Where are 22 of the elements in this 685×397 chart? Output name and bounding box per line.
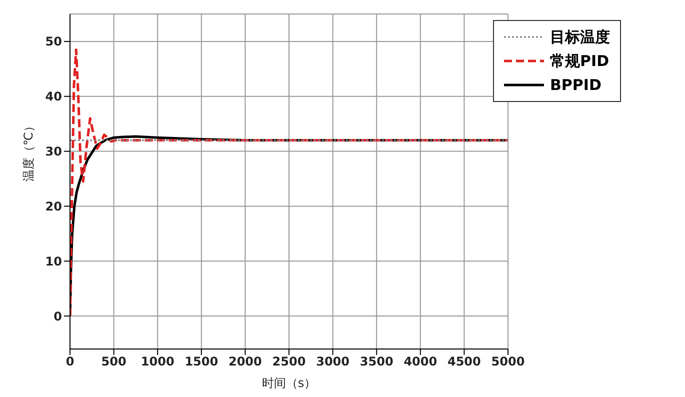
y-tick-label: 20	[45, 199, 62, 214]
x-tick-label: 2000	[228, 354, 262, 369]
y-tick-label: 50	[45, 34, 62, 49]
x-tick-label: 3500	[360, 354, 394, 369]
x-axis-title: 时间（s）	[262, 376, 316, 390]
y-tick-label: 0	[54, 309, 62, 324]
x-tick-label: 0	[66, 354, 74, 369]
y-tick-label: 10	[45, 254, 62, 268]
y-tick-label: 40	[45, 90, 62, 104]
legend-label: 目标温度	[550, 27, 610, 48]
x-tick-label: 4000	[404, 354, 438, 369]
x-tick-label: 500	[101, 354, 126, 369]
x-tick-label: 2500	[272, 354, 306, 369]
x-tick-label: 1500	[184, 354, 218, 369]
x-tick-label: 1000	[140, 354, 174, 369]
x-tick-label: 4500	[447, 354, 481, 369]
y-tick-label: 30	[45, 144, 62, 159]
x-tick-label: 3000	[316, 354, 350, 369]
legend-label: 常规PID	[550, 51, 610, 72]
y-axis-title: 温度（℃）	[21, 120, 36, 182]
x-tick-label: 5000	[491, 354, 525, 369]
legend-label: BPPID	[550, 75, 602, 96]
